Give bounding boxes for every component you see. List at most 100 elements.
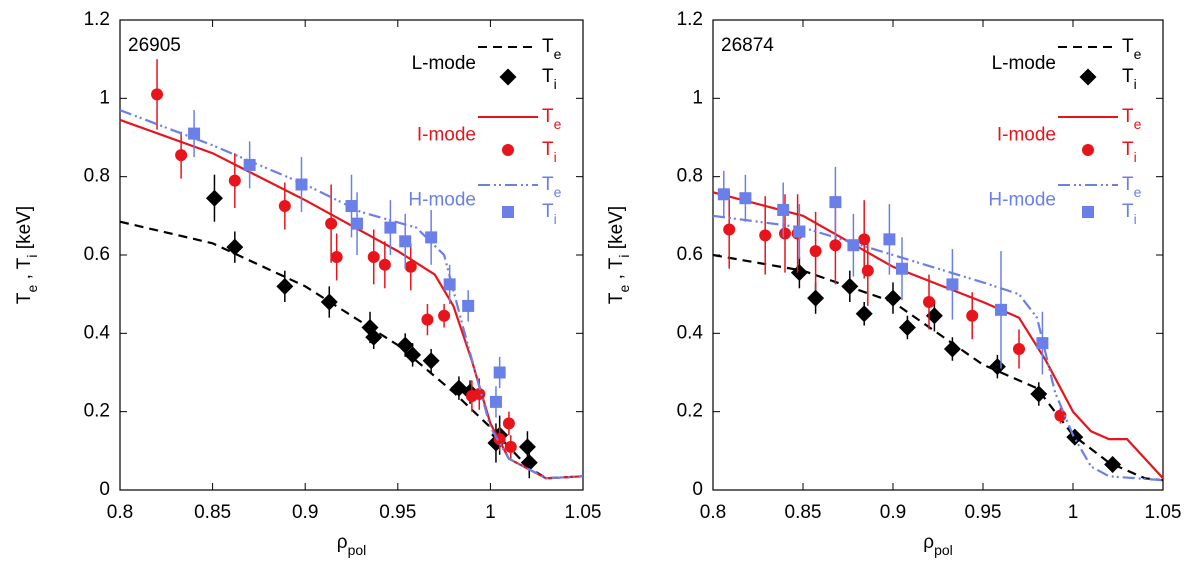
y-tick-label: 0.4 [677,322,704,343]
x-tick-label: 1 [1068,502,1079,523]
point [829,196,842,209]
plot-frame [712,19,1164,491]
series-line [712,214,1164,482]
legend-label-main: T [542,174,554,195]
point [188,127,201,140]
point [923,296,935,308]
series-line [712,191,1164,480]
legend-label-main: T [1122,66,1134,87]
legend-label-main: T [542,66,554,87]
x-tick-label: 0.8 [107,502,133,523]
y-tick-label: 0.4 [84,322,111,343]
subscript: e [24,285,40,293]
legend-group-label: L-mode [412,53,476,74]
legend-label-sub: i [554,76,557,92]
legend-marker [502,206,514,218]
x-tick-label: 0.95 [379,502,416,523]
legend-label-sub: i [1134,149,1137,165]
legend-label-sub: i [554,211,557,227]
text-part: ρ [923,532,934,553]
x-axis-label: ρpol [923,532,953,558]
point [790,264,808,282]
legend-label: Te [1122,36,1142,62]
point [807,289,825,307]
plot-frame [119,19,584,491]
legend-group-label: H-mode [408,190,476,211]
legend-label: Ti [542,66,557,92]
point [226,238,244,256]
point [422,352,440,370]
legend-marker [502,144,514,156]
y-tick-label: 0.6 [84,244,110,265]
point [325,217,338,230]
text-part: [keV] [606,206,627,255]
point [151,88,164,101]
legend-group-label: L-mode [992,53,1056,74]
point [995,303,1007,316]
point [777,203,790,216]
point [438,309,451,322]
point [946,278,959,291]
legend-label: Te [542,106,562,132]
point [966,309,979,322]
point [320,293,338,311]
point [925,307,943,325]
point [384,221,397,234]
point [421,313,434,326]
point [841,277,859,295]
subscript: e [616,285,632,293]
point [793,225,806,238]
legend-marker [1082,206,1094,218]
legend-label: Ti [1122,66,1137,92]
shot-number: 26905 [128,35,181,56]
x-tick-label: 1.05 [1145,502,1182,523]
point [367,250,380,263]
legend-label: Ti [542,139,557,165]
x-tick-label: 0.85 [785,502,822,523]
point [443,278,456,291]
y-tick-label: 0.2 [84,401,110,422]
legend-label: Te [1122,174,1142,200]
y-tick-label: 1.2 [677,9,703,30]
x-tick-label: 1 [485,502,496,523]
legend-label-sub: i [554,149,557,165]
text-part: T [14,292,35,304]
series-line [712,253,1164,482]
legend-group-label: I-mode [997,125,1056,146]
legend-marker [1079,68,1097,86]
x-axis-label: ρpol [337,532,367,558]
y-tick-label: 0 [692,479,703,500]
point [404,260,417,273]
point [351,217,364,230]
point [504,440,517,453]
legend-label-sub: e [1134,184,1142,200]
point [1036,337,1049,350]
point [365,328,383,346]
point [330,250,343,263]
point [278,200,291,213]
point [896,262,908,275]
x-tick-label: 0.95 [965,502,1002,523]
legend-label: Ti [542,201,557,227]
point [779,227,791,240]
legend-label-sub: e [1134,116,1142,132]
series-line [119,118,584,480]
point [847,239,860,252]
point [493,366,506,379]
point [228,174,241,187]
point [1104,456,1122,474]
point [399,235,412,248]
x-tick-label: 1.05 [565,502,602,523]
x-tick-label: 0.85 [194,502,231,523]
point [739,192,752,205]
legend-marker [499,68,517,86]
y-tick-label: 0.6 [677,244,703,265]
point [518,438,536,456]
legend-marker [1082,144,1094,156]
legend-group-label: H-mode [988,190,1056,211]
legend-group-label: I-mode [417,125,476,146]
y-tick-label: 0.8 [677,166,703,187]
point [809,245,822,258]
text-part: , T [14,257,35,284]
